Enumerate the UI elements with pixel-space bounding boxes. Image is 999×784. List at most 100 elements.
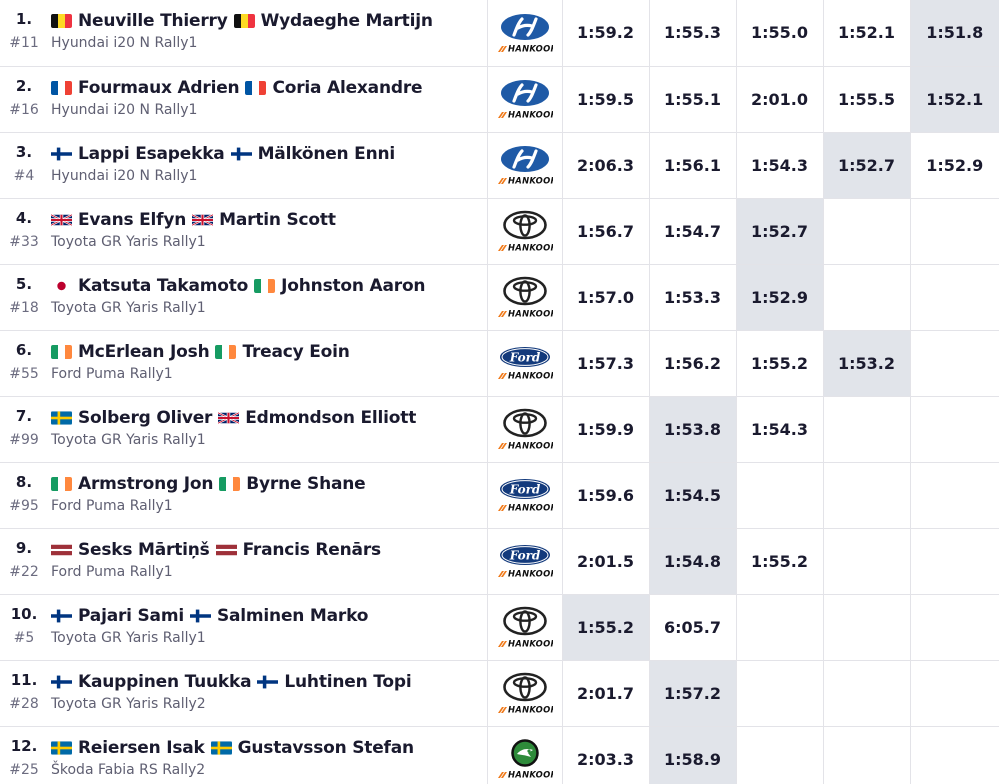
toyota-logo-icon [502,606,548,636]
stage-time-4 [822,594,910,661]
codriver-name[interactable]: Byrne Shane [246,473,366,494]
table-row[interactable]: 4. #33 Evans Elfyn Martin Scott Toyota G… [0,198,999,265]
driver-name[interactable]: Sesks Mārtiņš [78,539,210,560]
crew-cell: Evans Elfyn Martin Scott Toyota GR Yaris… [48,198,487,265]
driver-name[interactable]: Katsuta Takamoto [78,275,249,296]
driver-name[interactable]: Armstrong Jon [78,473,214,494]
codriver-name[interactable]: Luhtinen Topi [284,671,412,692]
crew-cell: Kauppinen Tuukka Luhtinen Topi Toyota GR… [48,660,487,727]
codriver-name[interactable]: Salminen Marko [216,605,369,626]
table-row[interactable]: 1. #11 Neuville Thierry Wydaeghe Martijn… [0,0,999,67]
stage-time-3: 1:54.3 [735,132,823,199]
stage-time-4 [822,462,910,529]
stage-time-1: 1:59.5 [561,66,649,133]
driver-name[interactable]: Evans Elfyn [78,209,187,230]
ford-logo-icon: Ford [499,544,551,566]
stage-time-3: 1:54.3 [735,396,823,463]
stage-time-2: 1:57.2 [648,660,736,727]
driver-name[interactable]: McErlean Josh [78,341,210,362]
stage-time-5: 1:52.1 [909,66,999,133]
driver-name[interactable]: Pajari Sami [78,605,184,626]
driver-flag-icon [51,14,72,28]
stage-time-2: 1:54.5 [648,462,736,529]
crew-names: Katsuta Takamoto Johnston Aaron [51,275,487,297]
codriver-name[interactable]: Coria Alexandre [272,77,423,98]
brand-cell: HANKOOK [486,660,562,727]
crew-cell: Reiersen Isak Gustavsson Stefan Škoda Fa… [48,726,487,784]
stage-time-5 [909,396,999,463]
table-row[interactable]: 5. #18 Katsuta Takamoto Johnston Aaron T… [0,264,999,331]
codriver-name[interactable]: Johnston Aaron [281,275,426,296]
table-row[interactable]: 2. #16 Fourmaux Adrien Coria Alexandre H… [0,66,999,133]
position-number: 2. [15,76,33,95]
car-number: #5 [13,629,35,646]
codriver-name[interactable]: Treacy Eoin [242,341,350,362]
table-row[interactable]: 9. #22 Sesks Mārtiņš Francis Renārs Ford… [0,528,999,595]
table-row[interactable]: 10. #5 Pajari Sami Salminen Marko Toyota… [0,594,999,661]
brand-cell: HANKOOK [486,264,562,331]
table-row[interactable]: 8. #95 Armstrong Jon Byrne Shane Ford Pu… [0,462,999,529]
stage-time-3 [735,660,823,727]
driver-name[interactable]: Reiersen Isak [78,737,205,758]
driver-flag-icon [51,147,72,161]
table-row[interactable]: 12. #25 Reiersen Isak Gustavsson Stefan … [0,726,999,784]
codriver-flag-icon [230,147,252,161]
car-model: Toyota GR Yaris Rally1 [51,233,206,250]
crew-cell: Solberg Oliver Edmondson Elliott Toyota … [48,396,487,463]
position-cell: 2. #16 [0,66,48,133]
stage-time-4: 1:52.7 [822,132,910,199]
stage-time-2: 1:58.9 [648,726,736,784]
crew-names: Reiersen Isak Gustavsson Stefan [51,737,487,759]
crew-names: McErlean Josh Treacy Eoin [51,341,487,363]
position-number: 4. [15,208,33,227]
hyundai-logo-icon [500,145,550,173]
table-row[interactable]: 6. #55 McErlean Josh Treacy Eoin Ford Pu… [0,330,999,397]
svg-text:Ford: Ford [508,549,540,563]
driver-flag-icon [51,740,72,755]
codriver-name[interactable]: Wydaeghe Martijn [260,11,433,31]
brand-cell: Ford HANKOOK [486,462,562,529]
codriver-name[interactable]: Martin Scott [219,209,336,230]
svg-text:HANKOOK: HANKOOK [508,309,553,318]
driver-name[interactable]: Solberg Oliver [78,407,213,428]
table-row[interactable]: 7. #99 Solberg Oliver Edmondson Elliott … [0,396,999,463]
crew-names: Kauppinen Tuukka Luhtinen Topi [51,671,487,693]
hankook-logo-icon: HANKOOK [497,502,553,512]
table-row[interactable]: 3. #4 Lappi Esapekka Mälkönen Enni Hyund… [0,132,999,199]
skoda-logo-icon [510,739,539,767]
table-row[interactable]: 11. #28 Kauppinen Tuukka Luhtinen Topi T… [0,660,999,727]
codriver-name[interactable]: Mälkönen Enni [257,143,396,164]
svg-text:HANKOOK: HANKOOK [508,243,553,252]
hankook-logo-icon: HANKOOK [497,308,553,318]
stage-time-5 [909,330,999,397]
position-cell: 10. #5 [0,594,48,661]
hankook-logo-icon: HANKOOK [497,568,553,578]
car-model: Hyundai i20 N Rally1 [51,35,198,51]
driver-flag-icon [51,278,72,293]
brand-cell: HANKOOK [486,726,562,784]
driver-name[interactable]: Lappi Esapekka [78,143,225,164]
svg-text:HANKOOK: HANKOOK [508,569,553,578]
car-number: #22 [9,563,39,580]
stage-time-2: 1:53.8 [648,396,736,463]
stage-time-5 [909,198,999,265]
driver-name[interactable]: Kauppinen Tuukka [78,671,252,692]
stage-time-5 [909,594,999,661]
position-number: 9. [15,538,33,557]
driver-name[interactable]: Fourmaux Adrien [78,77,240,98]
car-model: Škoda Fabia RS Rally2 [51,761,206,778]
codriver-name[interactable]: Francis Renārs [242,539,382,560]
stage-time-5 [909,528,999,595]
driver-name[interactable]: Neuville Thierry [78,11,228,31]
codriver-name[interactable]: Gustavsson Stefan [237,737,414,758]
codriver-flag-icon [215,344,237,359]
crew-names: Solberg Oliver Edmondson Elliott [51,407,487,429]
svg-text:HANKOOK: HANKOOK [508,441,553,450]
car-model: Hyundai i20 N Rally1 [51,167,198,184]
stage-time-2: 1:53.3 [648,264,736,331]
toyota-logo-icon [502,276,548,306]
toyota-logo-icon [502,210,548,240]
codriver-name[interactable]: Edmondson Elliott [245,407,417,428]
